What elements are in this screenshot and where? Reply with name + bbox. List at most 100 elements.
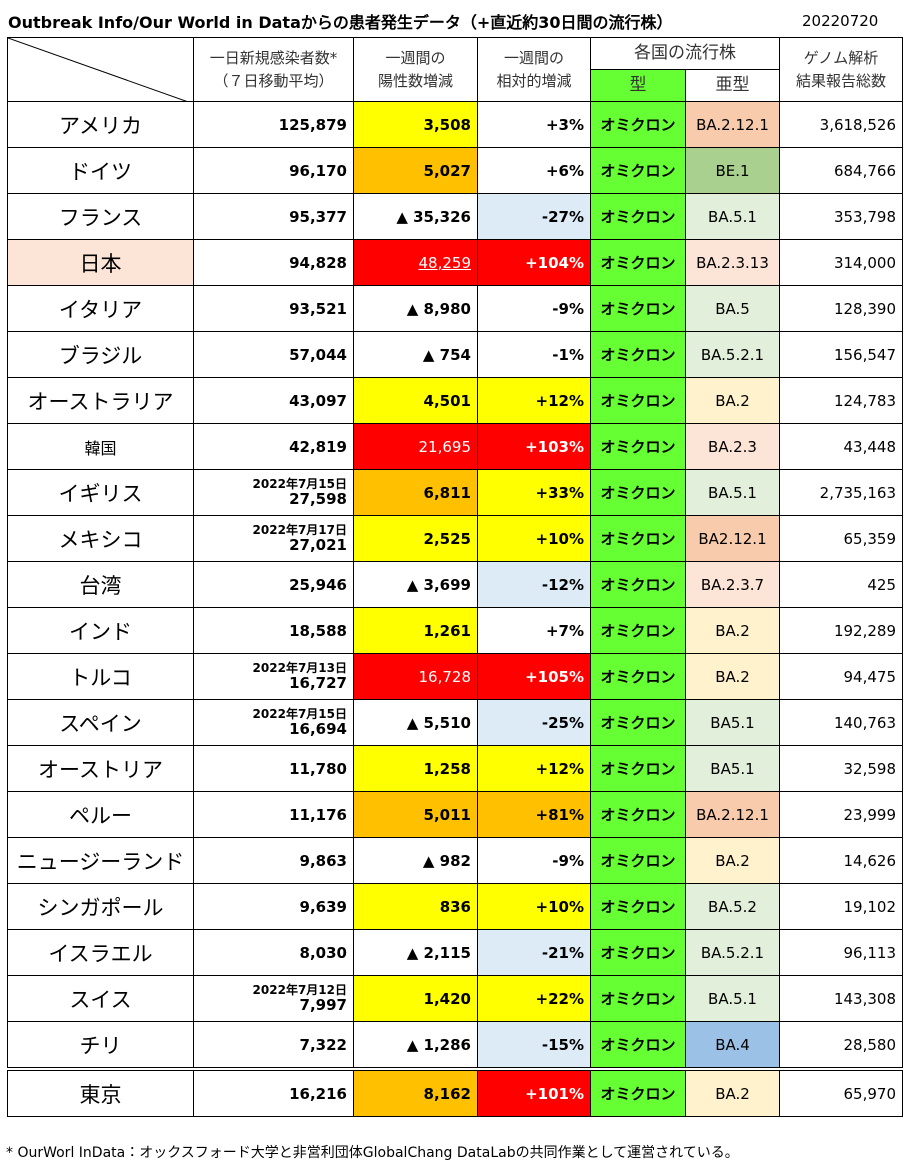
table-row: ペルー 11,176 5,011 +81% オミクロン BA.2.12.1 23,999 — [7, 791, 903, 838]
country-cell: 台湾 — [7, 561, 194, 608]
change-cell: 3,508 — [353, 101, 478, 148]
subtype-cell: BA.4 — [685, 1021, 780, 1070]
subtype-cell: BA.2.12.1 — [685, 791, 780, 838]
relative-cell: +3% — [477, 101, 591, 148]
header-text: 一週間の — [503, 49, 564, 67]
change-cell: ▲ 8,980 — [353, 285, 478, 332]
cases-cell: 2022年7月13日 16,727 — [193, 653, 354, 700]
country-cell: インド — [7, 607, 194, 654]
cases-value: 7,997 — [299, 995, 347, 1014]
table-row: インド 18,588 1,261 +7% オミクロン BA.2 192,289 — [7, 607, 903, 654]
subtype-cell: BA.2.3 — [685, 423, 780, 470]
table-header: 一日新規感染者数* （７日移動平均） 一週間の 陽性数増減 一週間の 相対的増減 各国… — [7, 37, 903, 102]
cases-value: 16,727 — [289, 673, 347, 692]
country-cell: スペイン — [7, 699, 194, 746]
type-cell: オミクロン — [590, 469, 686, 516]
type-cell: オミクロン — [590, 285, 686, 332]
type-cell: オミクロン — [590, 791, 686, 838]
subtype-cell: BA.2 — [685, 653, 780, 700]
change-cell: ▲ 1,286 — [353, 1021, 478, 1070]
header-row: 型 亜型 — [8, 69, 903, 102]
table-row: オーストラリア 43,097 4,501 +12% オミクロン BA.2 124,783 — [7, 377, 903, 424]
cases-cell: 7,322 — [193, 1021, 354, 1070]
relative-cell: +101% — [477, 1067, 591, 1117]
type-cell: オミクロン — [590, 975, 686, 1022]
genome-cell: 140,763 — [779, 699, 903, 746]
header-text: 相対的増減 — [496, 71, 572, 90]
table-row: トルコ 2022年7月13日 16,727 16,728 +105% オミクロン BA.2 9… — [7, 653, 903, 700]
relative-cell: -9% — [477, 285, 591, 332]
table-row: オーストリア 11,780 1,258 +12% オミクロン BA5.1 32,598 — [7, 745, 903, 792]
subtype-cell: BA.5.2.1 — [685, 331, 780, 378]
change-cell: ▲ 3,699 — [353, 561, 478, 608]
genome-cell: 314,000 — [779, 239, 903, 286]
cases-cell: 96,170 — [193, 147, 354, 194]
type-cell: オミクロン — [590, 377, 686, 424]
subtype-cell: BA.2.12.1 — [685, 101, 780, 148]
table-row: ドイツ 96,170 5,027 +6% オミクロン BE.1 684,766 — [7, 147, 903, 194]
table-row: スペイン 2022年7月15日 16,694 ▲ 5,510 -25% オミクロン BA5.… — [7, 699, 903, 746]
relative-cell: +12% — [477, 745, 591, 792]
country-cell: 韓国 — [7, 423, 194, 470]
header-cell: 一週間の 陽性数増減 — [353, 37, 478, 102]
relative-cell: +10% — [477, 883, 591, 930]
type-cell: オミクロン — [590, 699, 686, 746]
type-cell: オミクロン — [590, 607, 686, 654]
date-note: 2022年7月13日 — [252, 660, 347, 675]
header-cell: 一週間の 相対的増減 — [477, 37, 591, 102]
table-row: メキシコ 2022年7月17日 27,021 2,525 +10% オミクロン BA2.12… — [7, 515, 903, 562]
type-cell: オミクロン — [590, 653, 686, 700]
genome-cell: 128,390 — [779, 285, 903, 332]
relative-cell: -21% — [477, 929, 591, 976]
type-cell: オミクロン — [590, 1021, 686, 1070]
genome-cell: 32,598 — [779, 745, 903, 792]
subtype-cell: BA.5.2 — [685, 883, 780, 930]
country-cell: フランス — [7, 193, 194, 240]
change-cell: ▲ 35,326 — [353, 193, 478, 240]
genome-cell: 65,970 — [779, 1067, 903, 1117]
cases-cell: 2022年7月17日 27,021 — [193, 515, 354, 562]
relative-cell: +7% — [477, 607, 591, 654]
country-cell: シンガポール — [7, 883, 194, 930]
header-text: 一週間の — [385, 49, 446, 67]
country-cell: 東京 — [7, 1067, 194, 1117]
date-note: 2022年7月12日 — [252, 982, 347, 997]
cases-cell: 2022年7月15日 27,598 — [193, 469, 354, 516]
type-cell: オミクロン — [590, 101, 686, 148]
country-cell: アメリカ — [7, 101, 194, 148]
relative-cell: -9% — [477, 837, 591, 884]
subtype-cell: BA.2.3.13 — [685, 239, 780, 286]
cases-cell: 11,780 — [193, 745, 354, 792]
country-cell: ブラジル — [7, 331, 194, 378]
subtype-cell: BA.5.1 — [685, 469, 780, 516]
country-cell: 日本 — [7, 239, 194, 286]
date-note: 2022年7月17日 — [252, 522, 347, 537]
table-row: チリ 7,322 ▲ 1,286 -15% オミクロン BA.4 28,580 — [7, 1021, 903, 1070]
subtype-cell: BA.5.1 — [685, 975, 780, 1022]
country-cell: ニュージーランド — [7, 837, 194, 884]
relative-cell: +105% — [477, 653, 591, 700]
genome-cell: 143,308 — [779, 975, 903, 1022]
corner-cell — [7, 37, 194, 102]
country-cell: イスラエル — [7, 929, 194, 976]
country-cell: オーストリア — [7, 745, 194, 792]
relative-cell: -12% — [477, 561, 591, 608]
type-cell: オミクロン — [590, 1067, 686, 1117]
cases-cell: 11,176 — [193, 791, 354, 838]
genome-cell: 14,626 — [779, 837, 903, 884]
genome-cell: 192,289 — [779, 607, 903, 654]
type-cell: オミクロン — [590, 837, 686, 884]
type-cell: オミクロン — [590, 423, 686, 470]
change-cell: 836 — [353, 883, 478, 930]
table-row: 日本 94,828 48,259 +104% オミクロン BA.2.3.13 314,000 — [7, 239, 903, 286]
country-cell: メキシコ — [7, 515, 194, 562]
genome-cell: 65,359 — [779, 515, 903, 562]
header-text: 一日新規感染者数* — [209, 49, 338, 67]
table-row: イスラエル 8,030 ▲ 2,115 -21% オミクロン BA.5.2.1 96,113 — [7, 929, 903, 976]
genome-cell: 3,618,526 — [779, 101, 903, 148]
type-cell: オミクロン — [590, 561, 686, 608]
type-cell: オミクロン — [590, 883, 686, 930]
cases-value: 27,021 — [289, 535, 347, 554]
cases-value: 27,598 — [289, 489, 347, 508]
